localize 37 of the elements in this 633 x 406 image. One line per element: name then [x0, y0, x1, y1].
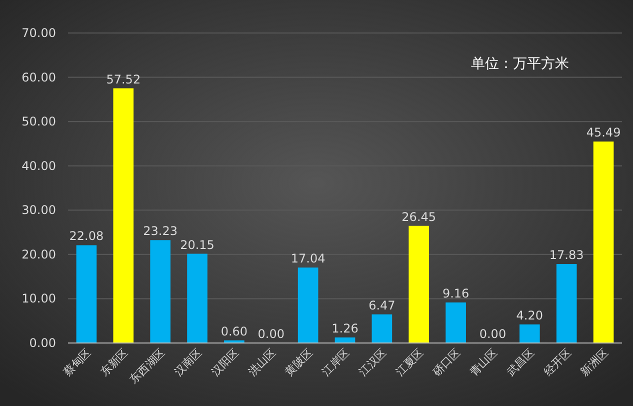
x-tick-label: 武昌区	[504, 346, 537, 378]
x-tick-label: 江岸区	[320, 346, 352, 378]
x-tick-label: 洪山区	[246, 346, 278, 378]
x-tick-label: 硚口区	[430, 346, 463, 380]
x-tick-label: 新洲区	[578, 346, 611, 378]
data-label: 22.08	[69, 229, 104, 244]
data-label: 20.15	[180, 238, 214, 252]
x-tick-label: 蔡甸区	[61, 346, 94, 378]
x-tick-label: 汉南区	[172, 346, 204, 378]
data-label: 45.49	[586, 126, 621, 140]
data-label: 23.23	[143, 224, 178, 238]
y-tick-label: 60.00	[22, 70, 56, 84]
x-tick-label: 黄陂区	[282, 346, 316, 378]
data-label: 6.47	[368, 298, 396, 312]
x-tick-label: 江汉区	[356, 346, 390, 378]
y-tick-label: 10.00	[22, 292, 56, 306]
data-label: 0.00	[258, 327, 284, 341]
x-tick-label: 青山区	[467, 346, 500, 378]
data-label: 26.45	[402, 210, 436, 224]
data-label: 17.04	[290, 252, 326, 266]
y-tick-label: 70.00	[22, 26, 56, 40]
data-label: 4.20	[516, 308, 544, 322]
y-tick-label: 0.00	[29, 336, 56, 350]
data-label: 0.60	[220, 324, 248, 338]
annotation: 单位：万平方米	[471, 56, 569, 72]
y-tick-label: 30.00	[22, 203, 56, 218]
data-label: 1.26	[332, 321, 358, 336]
data-label: 9.16	[442, 286, 470, 300]
data-label: 57.52	[106, 72, 141, 86]
x-tick-label: 江夏区	[393, 346, 426, 378]
x-tick-label: 汉阳区	[208, 346, 242, 378]
y-tick-label: 20.00	[22, 247, 56, 262]
y-tick-label: 40.00	[22, 158, 56, 173]
data-label: 0.00	[479, 327, 506, 341]
y-tick-label: 50.00	[22, 114, 56, 129]
x-tick-label: 经开区	[541, 346, 574, 378]
data-label: 17.83	[549, 248, 584, 262]
